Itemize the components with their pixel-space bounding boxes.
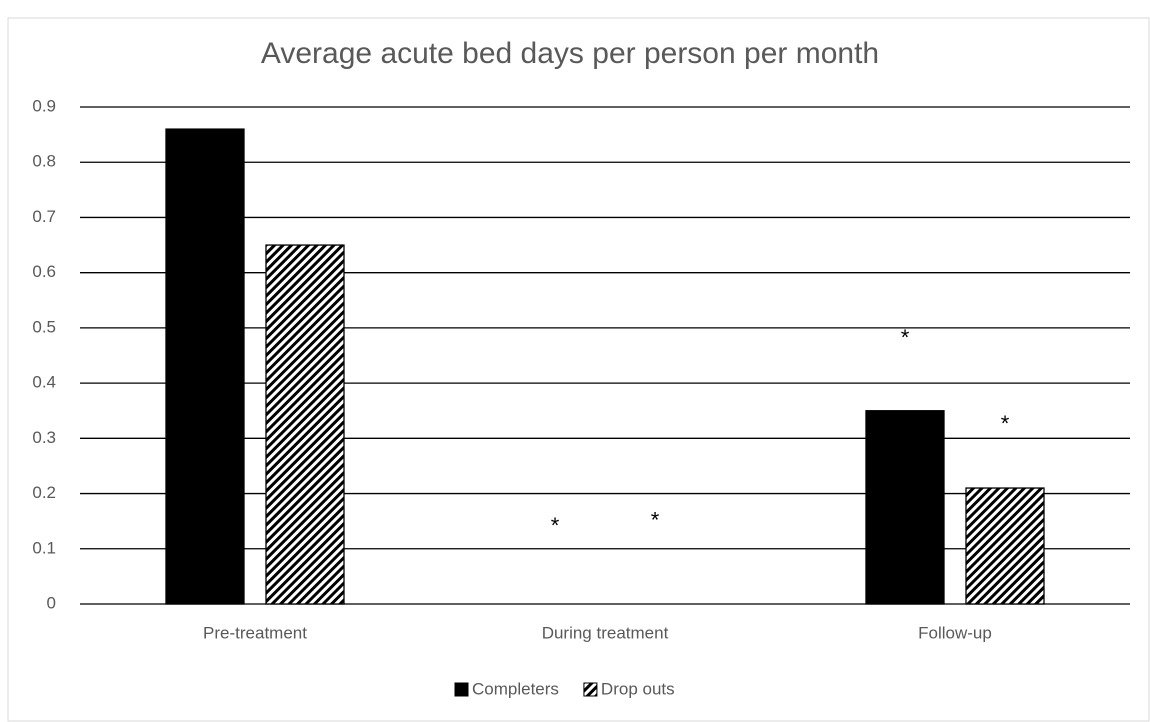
legend-label: Completers [472, 679, 559, 698]
annotation: * [901, 325, 910, 350]
bar [965, 487, 1045, 605]
chart-title: Average acute bed days per person per mo… [261, 37, 879, 70]
annotation: * [551, 513, 560, 538]
y-tick-label: 0.6 [32, 262, 56, 281]
y-tick-label: 0.9 [32, 96, 56, 115]
bar [165, 128, 245, 605]
x-tick-label: Pre-treatment [203, 623, 307, 642]
y-tick-label: 0.5 [32, 317, 56, 336]
y-tick-label: 0.1 [32, 538, 56, 557]
x-tick-label: During treatment [542, 623, 669, 642]
y-tick-label: 0.2 [32, 483, 56, 502]
x-tick-label: Follow-up [918, 623, 992, 642]
annotation: * [1001, 411, 1010, 436]
legend-label: Drop outs [601, 679, 675, 698]
y-tick-label: 0.8 [32, 152, 56, 171]
legend-swatch [454, 682, 469, 697]
y-tick-label: 0 [47, 593, 56, 612]
bar [865, 410, 945, 605]
y-tick-label: 0.3 [32, 428, 56, 447]
y-tick-label: 0.7 [32, 207, 56, 226]
legend-swatch [583, 682, 598, 697]
y-tick-label: 0.4 [32, 373, 56, 392]
annotation: * [651, 507, 660, 532]
bar [265, 244, 345, 605]
